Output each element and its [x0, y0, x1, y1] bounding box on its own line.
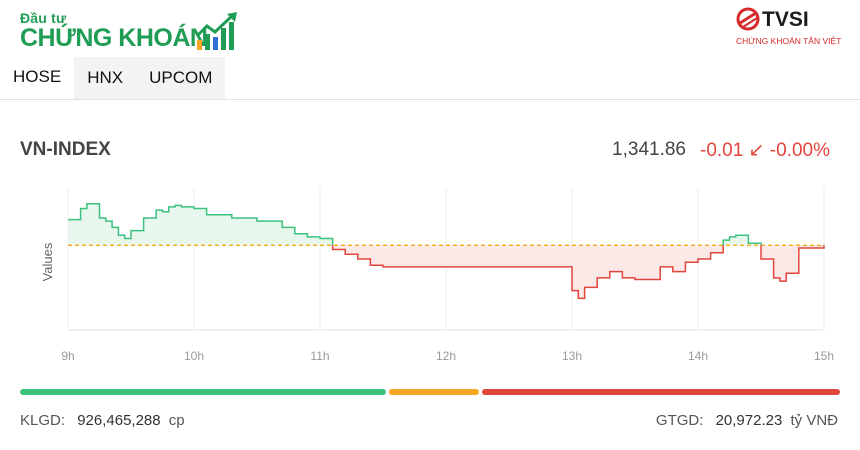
- index-value: 1,341.86: [612, 139, 686, 160]
- trade-value: 20,972.23: [715, 412, 783, 429]
- intraday-chart[interactable]: Values 9h 10h 11h 12h 13h 14h 15h: [0, 180, 860, 370]
- volume-info: KLGD: 926,465,288 cp: [20, 412, 185, 429]
- tab-hnx[interactable]: HNX: [74, 57, 137, 99]
- trade-value-label: GTGD:: [655, 412, 704, 429]
- tab-upcom[interactable]: UPCOM: [136, 57, 226, 99]
- logo-main-text: CHỨNG KHOÁN: [20, 24, 208, 52]
- breadth-declining: [481, 389, 840, 395]
- area-above-reference: [68, 203, 824, 246]
- volume-value: 926,465,288: [77, 412, 161, 429]
- volume-label: KLGD:: [20, 412, 66, 429]
- trade-value-info: GTGD: 20,972.23 tỷ VNĐ: [656, 412, 838, 429]
- breadth-unchanged: [389, 389, 479, 395]
- site-logo[interactable]: Đầu tư CHỨNG KHOÁN: [10, 4, 250, 52]
- x-tick-label: 10h: [184, 349, 204, 363]
- y-axis-label: Values: [40, 242, 55, 281]
- index-line-above: [68, 203, 825, 246]
- index-change-percent: -0.00%: [769, 140, 830, 161]
- x-tick-label: 14h: [688, 349, 708, 363]
- index-name: VN-INDEX: [20, 139, 111, 160]
- x-tick-label: 15h: [814, 349, 834, 363]
- x-tick-label: 11h: [310, 349, 329, 363]
- volume-unit: cp: [168, 412, 185, 429]
- exchange-tabs: HOSE HNX UPCOM: [0, 57, 226, 99]
- tab-hose[interactable]: HOSE: [0, 57, 75, 99]
- index-stats: 1,341.86 -0.01 ↙ -0.00%: [612, 139, 830, 162]
- x-tick-label: 9h: [61, 349, 74, 363]
- breadth-advancing: [20, 389, 387, 395]
- logo-top-text: Đầu tư: [20, 10, 67, 26]
- broker-logo[interactable]: TVSI CHỨNG KHOÁN TÂN VIỆT: [736, 6, 846, 50]
- index-line-below: [331, 245, 825, 300]
- tvsi-mark-icon: [736, 7, 760, 31]
- broker-name: TVSI: [762, 8, 809, 31]
- x-axis-ticks: 9h 10h 11h 12h 13h 14h 15h: [61, 349, 834, 363]
- x-tick-label: 13h: [562, 349, 582, 363]
- down-arrow-icon: ↙: [748, 140, 765, 161]
- tabs-divider: [0, 99, 860, 100]
- index-change-points: -0.01: [700, 140, 744, 161]
- index-change: -0.01 ↙ -0.00%: [700, 139, 830, 162]
- broker-subtitle: CHỨNG KHOÁN TÂN VIỆT: [736, 36, 842, 46]
- area-below-reference: [68, 245, 824, 299]
- trade-value-unit: tỷ VNĐ: [790, 412, 838, 429]
- market-breadth-bar: [20, 389, 840, 395]
- x-tick-label: 12h: [436, 349, 456, 363]
- rising-chart-icon: [195, 12, 237, 50]
